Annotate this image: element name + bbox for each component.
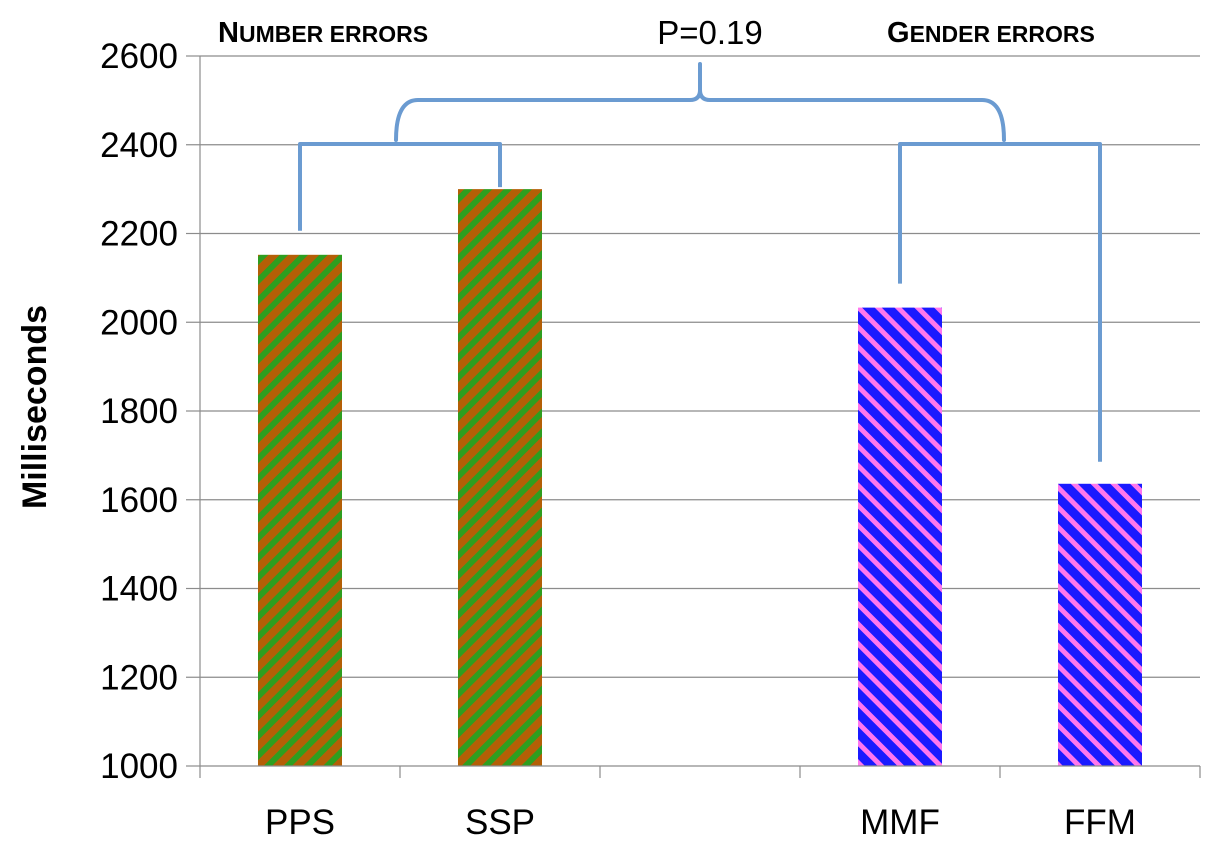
y-tick-label: 1000	[100, 747, 178, 786]
y-tick-label: 2200	[100, 215, 178, 254]
x-tick-label-ssp: SSP	[465, 803, 535, 842]
bar-ffm	[1058, 484, 1142, 766]
y-tick-label: 1200	[100, 658, 178, 697]
y-tick-label: 2600	[100, 37, 178, 76]
significance-brackets	[300, 64, 1100, 462]
x-tick-label-pps: PPS	[265, 803, 335, 842]
y-tick-label: 2400	[100, 126, 178, 165]
x-tick-labels: PPS SSP MMF FFM	[265, 803, 1136, 842]
y-tick-label: 2000	[100, 303, 178, 342]
bar-ssp	[458, 189, 542, 766]
x-axis	[200, 56, 1200, 778]
group-label-number-errors: NUMBER ERRORS	[218, 17, 428, 49]
y-tick-label: 1800	[100, 392, 178, 431]
bar-pps	[258, 255, 342, 766]
y-axis-label: Milliseconds	[16, 305, 54, 509]
gridlines	[200, 56, 1200, 677]
group-label-gender-errors: GENDER ERRORS	[887, 17, 1095, 49]
x-tick-label-mmf: MMF	[860, 803, 940, 842]
bars	[258, 189, 1142, 766]
y-tick-label: 1400	[100, 570, 178, 609]
bracket-between-groups	[396, 64, 1004, 140]
p-value-annotation: P=0.19	[657, 14, 763, 51]
bar-mmf	[858, 308, 942, 766]
y-tick-label: 1600	[100, 481, 178, 520]
y-tick-labels: 1000 1200 1400 1600 1800 2000 2200 2400 2600	[100, 37, 200, 786]
x-tick-label-ffm: FFM	[1064, 803, 1136, 842]
